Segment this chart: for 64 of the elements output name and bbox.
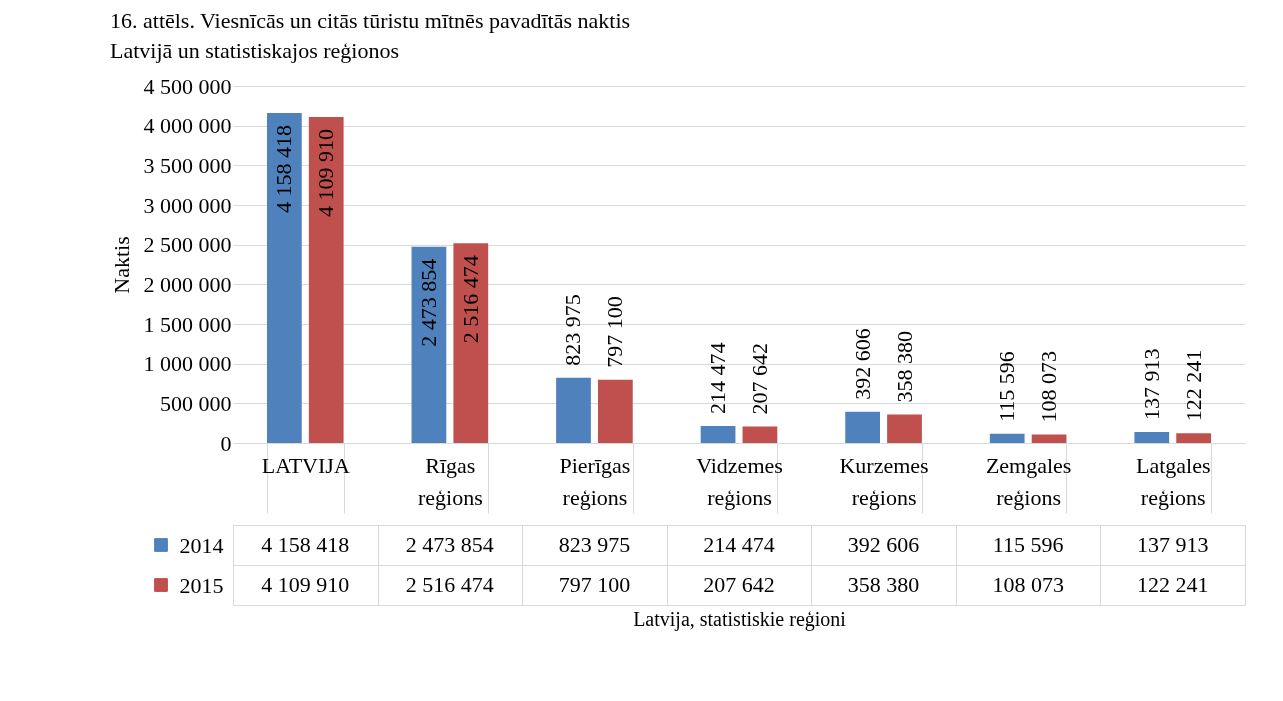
data-label: 358 380	[891, 331, 917, 403]
data-label: 115 596	[994, 351, 1020, 422]
x-tick-label: Vidzemes reģions	[696, 452, 783, 510]
bar	[308, 116, 344, 443]
y-tick-label: 1 000 000	[143, 351, 232, 377]
x-axis-title: Latvija, statistiskie reģioni	[633, 607, 847, 631]
bar	[989, 433, 1025, 443]
text: 4 158 418	[261, 532, 350, 557]
data-label: 2 473 854	[415, 258, 441, 347]
text: 797 100	[558, 572, 631, 597]
data-label: 4 158 418	[271, 125, 297, 214]
data-label: 4 109 910	[313, 128, 339, 217]
y-tick-label: 4 500 000	[143, 73, 232, 99]
bar	[453, 243, 489, 443]
data-label: 2 516 474	[457, 255, 483, 344]
text: 214 474	[703, 532, 775, 557]
y-axis-title: Naktis	[108, 236, 134, 294]
bar	[845, 411, 881, 443]
text: 137 913	[1136, 532, 1209, 557]
y-tick-label: 0	[220, 430, 232, 456]
data-label: 137 913	[1138, 348, 1164, 421]
chart-title: 16. attēls. Viesnīcās un citās tūristu mītnēs pavadītās naktis Latvijā un statistiskajos reģionos	[110, 8, 631, 63]
bar	[1134, 432, 1170, 443]
text: 122 241	[1136, 572, 1209, 597]
y-tick-label: 4 000 000	[143, 113, 232, 139]
data-label: 797 100	[602, 296, 628, 368]
text: 4 109 910	[261, 572, 350, 597]
bar	[887, 414, 922, 443]
y-tick-label: 3 000 000	[143, 192, 232, 218]
y-tick-label: 3 500 000	[143, 152, 232, 178]
x-tick-label: LATVIJA	[261, 452, 350, 478]
data-label: 207 642	[746, 343, 772, 415]
data-label: 108 073	[1036, 350, 1062, 423]
text: 392 606	[847, 532, 920, 557]
legend-label: 2015	[179, 572, 224, 598]
bar	[1176, 433, 1212, 443]
bar	[556, 377, 591, 443]
y-tick-label: 2 500 000	[143, 232, 232, 258]
text: 115 596	[992, 532, 1064, 557]
text: 108 073	[992, 572, 1064, 597]
bar	[742, 426, 778, 443]
y-tick-label: 1 500 000	[143, 311, 232, 337]
data-label: 392 606	[849, 328, 875, 400]
x-tick-label: Latgales reģions	[1135, 452, 1211, 510]
bar	[597, 379, 633, 443]
text: 207 642	[703, 572, 775, 597]
y-tick-label: 500 000	[160, 390, 232, 416]
x-tick-label: Zemgales reģions	[985, 452, 1072, 510]
bar	[700, 425, 736, 443]
text: 358 380	[847, 572, 920, 597]
bar	[411, 246, 447, 443]
data-label: 122 241	[1180, 349, 1206, 422]
legend-label: 2014	[179, 532, 224, 558]
text: 823 975	[558, 532, 631, 557]
x-tick-label: Kurzemes reģions	[839, 452, 929, 510]
x-tick-label: Pierīgas reģions	[559, 452, 631, 510]
text: 2 516 474	[405, 572, 494, 597]
x-tick-label: Rīgas reģions	[417, 452, 483, 510]
data-label: 214 474	[705, 342, 731, 414]
y-tick-label: 2 000 000	[143, 271, 232, 297]
bar	[1031, 434, 1067, 443]
bar	[266, 113, 302, 443]
text: 2 473 854	[405, 532, 494, 557]
data-label: 823 975	[560, 294, 586, 366]
